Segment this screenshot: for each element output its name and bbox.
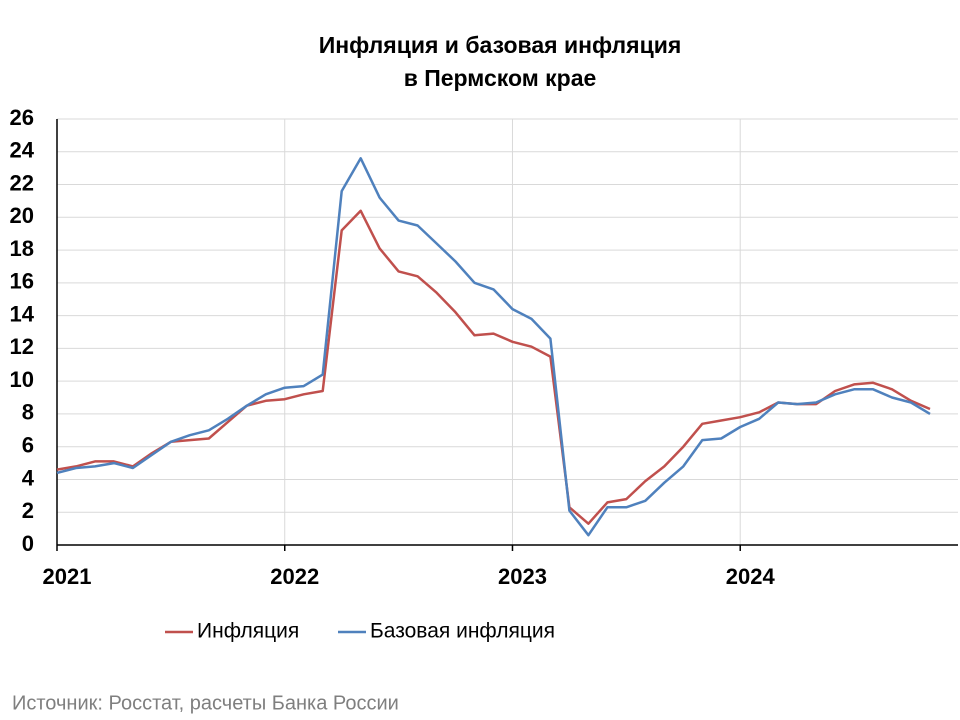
legend-label: Инфляция xyxy=(197,620,299,643)
y-tick-label: 16 xyxy=(10,269,34,294)
y-tick-label: 26 xyxy=(10,105,34,130)
y-tick-label: 12 xyxy=(10,334,34,359)
series-line xyxy=(56,209,931,525)
y-tick-label: 24 xyxy=(10,138,35,163)
y-tick-label: 2 xyxy=(22,498,34,523)
y-tick-label: 4 xyxy=(22,465,35,490)
series-line xyxy=(56,157,931,537)
x-tick-label: 2022 xyxy=(270,564,319,589)
x-tick-label: 2024 xyxy=(726,564,776,589)
y-tick-label: 10 xyxy=(10,367,34,392)
x-tick-label: 2023 xyxy=(498,564,547,589)
y-tick-label: 14 xyxy=(10,301,35,326)
y-tick-label: 18 xyxy=(10,236,34,261)
y-tick-label: 8 xyxy=(22,400,34,425)
y-tick-label: 6 xyxy=(22,433,34,458)
y-tick-label: 20 xyxy=(10,203,34,228)
y-tick-label: 22 xyxy=(10,170,34,195)
legend-label: Базовая инфляция xyxy=(370,620,555,643)
source-note: Источник: Росстат, расчеты Банка России xyxy=(12,692,399,714)
chart-title: Инфляция и базовая инфляция xyxy=(319,32,682,58)
y-tick-label: 0 xyxy=(22,531,34,556)
chart-title: в Пермском крае xyxy=(404,65,597,91)
x-tick-label: 2021 xyxy=(43,564,92,589)
